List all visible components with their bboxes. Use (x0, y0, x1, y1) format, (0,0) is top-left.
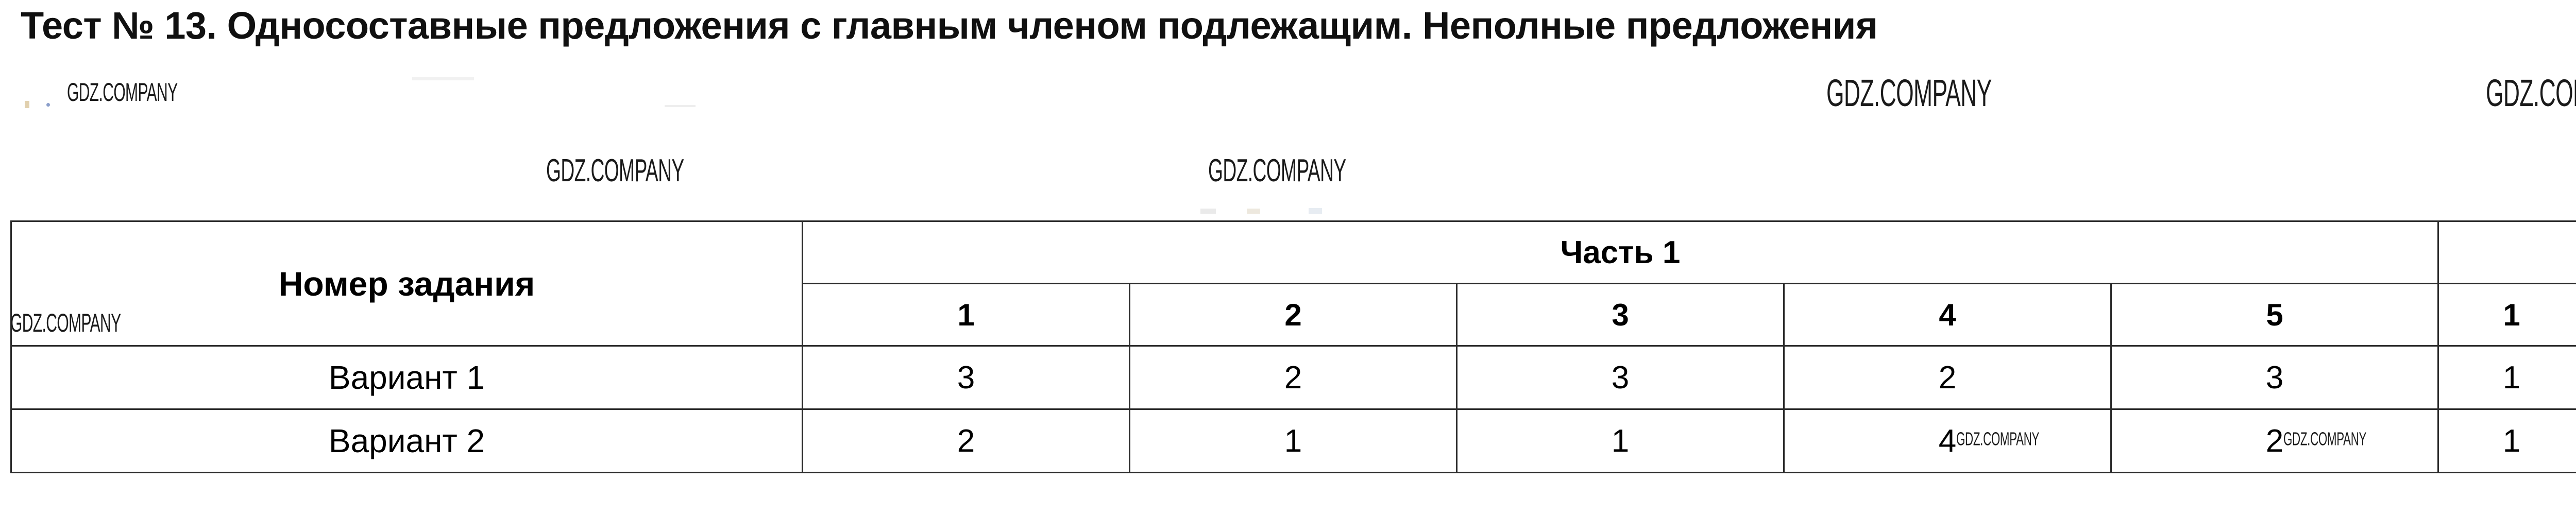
answers-table: Номер задания Часть 1 Часть 2 1 2 3 4 5 … (10, 220, 2576, 473)
scan-speck (665, 105, 696, 107)
header-group-part-2: Часть 2 (2437, 220, 2576, 284)
cell-v2-p1-1: 2 (802, 408, 1130, 473)
cell-value: 4 (1938, 423, 1957, 459)
scan-speck (1247, 209, 1260, 214)
watermark-gdz-company: GDZ.COMPANY (67, 78, 178, 107)
watermark-gdz-company: GDZ.COMPANY (2283, 428, 2367, 450)
scan-speck (412, 77, 474, 80)
header-col-p1-4: 4 (1783, 283, 2112, 347)
cell-v2-p1-3: 1 (1456, 408, 1785, 473)
header-col-p1-2: 2 (1129, 283, 1458, 347)
cell-v1-p1-1: 3 (802, 345, 1130, 410)
table-row: Вариант 2 2 1 1 4 GDZ.COMPANY 2 GDZ.COMP… (10, 408, 2576, 473)
cell-value-wrapper: 2 GDZ.COMPANY (2265, 423, 2367, 459)
header-col-p1-5: 5 (2110, 283, 2439, 347)
cell-v1-p1-3: 3 (1456, 345, 1785, 410)
header-col-p1-3: 3 (1456, 283, 1785, 347)
row-label-variant-1: Вариант 1 (10, 345, 803, 410)
watermark-gdz-company: GDZ.COMPANY (546, 153, 684, 188)
scan-speck (25, 101, 29, 108)
scan-speck (1200, 209, 1216, 214)
watermark-gdz-company: GDZ.COMPANY (1956, 428, 2040, 450)
table-header: Номер задания Часть 1 Часть 2 1 2 3 4 5 … (10, 220, 2576, 347)
header-group-part-1: Часть 1 (801, 220, 2439, 284)
cell-v2-p1-4: 4 GDZ.COMPANY (1783, 408, 2112, 473)
watermark-gdz-company: GDZ.COMPANY (2486, 72, 2576, 114)
table-header-row-columns: 1 2 3 4 5 1 2 (11, 283, 2576, 347)
cell-v2-p2-1: 1 (2437, 408, 2576, 473)
header-col-p2-1: 1 (2437, 283, 2576, 347)
watermark-gdz-company: GDZ.COMPANY (1826, 72, 1992, 114)
page-title: Тест № 13. Односоставные предложения с г… (21, 4, 1878, 47)
cell-v1-p1-4: 2 (1783, 345, 2112, 410)
cell-v1-p2-1: 1 (2437, 345, 2576, 410)
scan-speck (46, 103, 50, 107)
table-header-row-groups: Номер задания Часть 1 Часть 2 (10, 220, 2576, 347)
cell-value: 2 (2265, 423, 2284, 459)
cell-v1-p1-5: 3 (2110, 345, 2439, 410)
table-body: Вариант 1 3 2 3 2 3 1 санки Вариант 2 2 … (10, 345, 2576, 473)
cell-value-wrapper: 4 GDZ.COMPANY (1938, 423, 2040, 459)
scan-speck (1309, 208, 1322, 214)
header-row-label: Номер задания (10, 220, 803, 347)
header-col-p1-1: 1 (802, 283, 1130, 347)
watermark-gdz-company: GDZ.COMPANY (1208, 153, 1346, 188)
row-label-variant-2: Вариант 2 (10, 408, 803, 473)
table-row: Вариант 1 3 2 3 2 3 1 санки (10, 345, 2576, 410)
cell-v2-p1-5: 2 GDZ.COMPANY (2110, 408, 2439, 473)
cell-v1-p1-2: 2 (1129, 345, 1458, 410)
cell-v2-p1-2: 1 (1129, 408, 1458, 473)
